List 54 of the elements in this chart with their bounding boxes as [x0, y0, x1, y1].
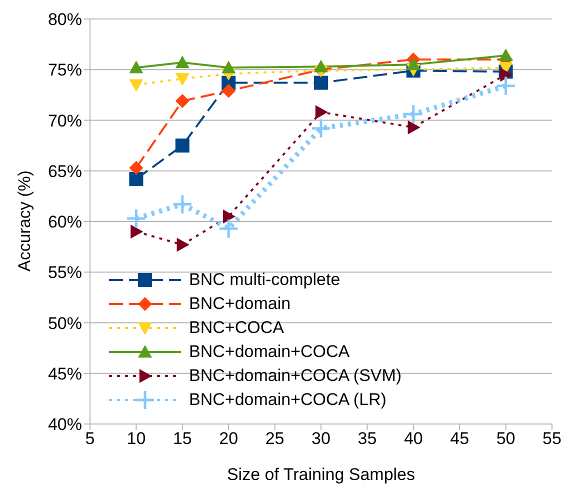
- legend-label: BNC+domain: [189, 294, 291, 314]
- x-tick-label: 40: [404, 429, 423, 448]
- point: [406, 58, 420, 70]
- point: [498, 48, 513, 62]
- y-tick-label: 55%: [48, 263, 82, 282]
- y-axis-title: Accuracy (%): [15, 170, 34, 272]
- y-tick-label: 70%: [48, 111, 82, 130]
- legend-label: BNC+domain+COCA (LR): [189, 390, 386, 410]
- x-tick-label: 10: [126, 429, 146, 448]
- point: [500, 68, 513, 82]
- point: [175, 56, 190, 68]
- point: [176, 238, 190, 252]
- y-tick-label: 75%: [48, 60, 82, 80]
- point: [172, 194, 193, 215]
- y-tick-label: 60%: [48, 212, 82, 232]
- x-tick-label: 20: [219, 429, 238, 448]
- point: [223, 209, 236, 224]
- x-tick-label: 45: [450, 429, 470, 448]
- point: [222, 84, 236, 98]
- x-tick-label: 15: [172, 429, 192, 448]
- point: [175, 94, 190, 108]
- point: [310, 118, 332, 139]
- point: [129, 172, 144, 186]
- point: [129, 160, 144, 175]
- x-tick-label: 55: [542, 429, 562, 448]
- legend-label: BNC+COCA: [189, 318, 284, 338]
- point: [222, 60, 236, 74]
- x-axis-title: Size of Training Samples: [226, 465, 416, 484]
- point: [175, 73, 190, 86]
- point: [314, 76, 328, 90]
- point: [403, 104, 424, 125]
- legend-label: BNC+domain+COCA (SVM): [189, 366, 402, 386]
- point: [315, 105, 328, 120]
- point: [495, 75, 516, 96]
- point: [130, 224, 144, 239]
- point: [175, 138, 190, 153]
- point: [218, 218, 239, 239]
- point: [126, 208, 147, 229]
- y-tick-label: 40%: [48, 415, 82, 434]
- point: [408, 120, 420, 134]
- y-tick-label: 65%: [48, 162, 82, 181]
- point: [129, 79, 144, 92]
- x-tick-label: 25: [265, 429, 284, 448]
- y-tick-label: 50%: [48, 314, 82, 333]
- legend-label: BNC+domain+COCA: [189, 342, 350, 362]
- x-tick-label: 5: [85, 429, 95, 448]
- x-tick-label: 50: [496, 429, 516, 448]
- y-tick-label: 45%: [48, 364, 82, 384]
- x-tick-label: 35: [358, 429, 377, 448]
- y-tick-label: 80%: [48, 10, 82, 30]
- x-tick-label: 30: [312, 429, 330, 448]
- legend-label: BNC multi-complete: [189, 270, 340, 290]
- point: [129, 60, 144, 74]
- point: [314, 60, 328, 72]
